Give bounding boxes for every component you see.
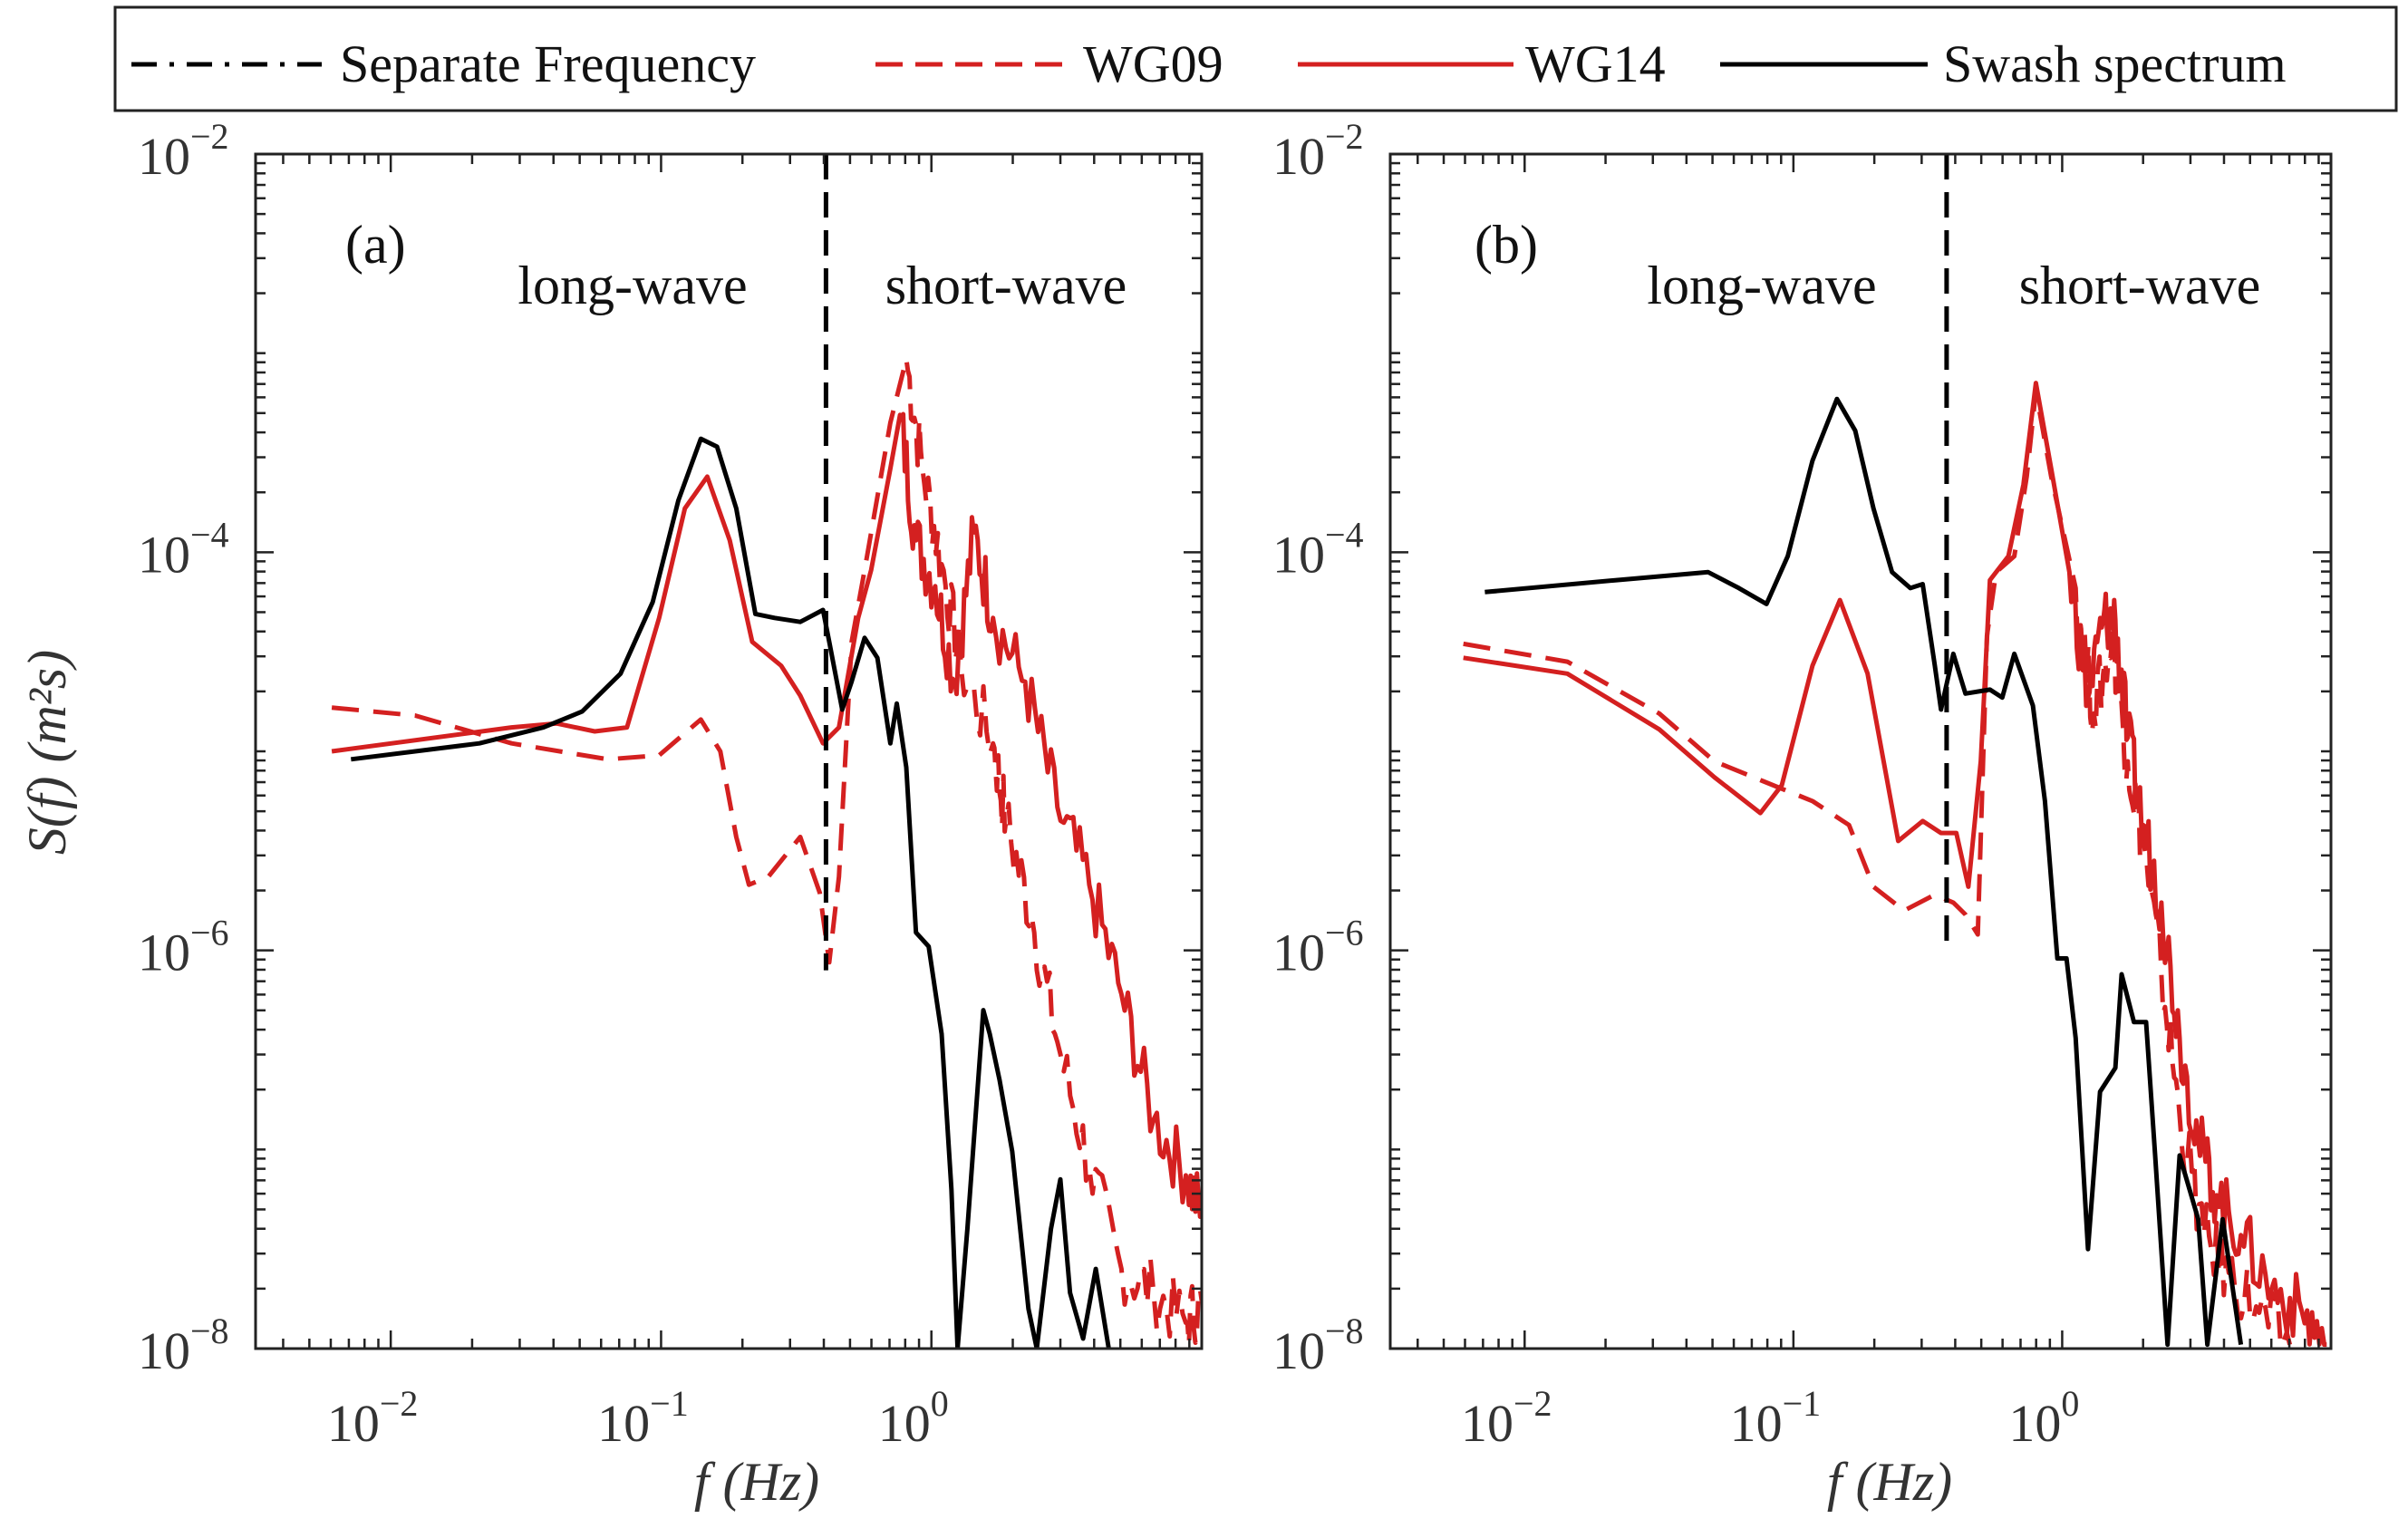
panel-a: 10−2 10−1 100 10−2 10−4 10−6 10−8 (a) long-wav… xyxy=(138,116,1204,1512)
series-wg09-line xyxy=(1463,388,2293,1349)
y-tick-label: 10−2 xyxy=(1272,116,1364,186)
y-axis-label: S(f) (m²s) xyxy=(17,650,77,855)
y-tick-label: 10−4 xyxy=(1272,514,1364,584)
panel-b-ticks xyxy=(1390,154,2333,1350)
legend-label-separate-frequency: Separate Frequency xyxy=(340,34,756,93)
panel-a-long-wave-label: long-wave xyxy=(517,256,747,315)
panel-a-series xyxy=(331,356,1202,1349)
legend: Separate Frequency WG09 WG14 Swash spect… xyxy=(113,5,2398,112)
panel-b: 10−2 10−1 100 10−2 10−4 10−6 10−8 (b) long-wav… xyxy=(1272,116,2333,1512)
x-tick-label: 100 xyxy=(2008,1383,2079,1453)
panel-a-ticks xyxy=(256,154,1204,1350)
y-tick-label: 10−8 xyxy=(138,1311,229,1380)
y-tick-label: 10−2 xyxy=(138,116,229,186)
panel-a-short-wave-label: short-wave xyxy=(885,256,1127,315)
legend-label-wg09: WG09 xyxy=(1083,34,1223,93)
x-tick-label: 10−2 xyxy=(1461,1383,1552,1453)
panel-a-x-axis-label: f (Hz) xyxy=(694,1452,819,1512)
series-wg09-line xyxy=(331,356,1202,1347)
panel-b-short-wave-label: short-wave xyxy=(2019,256,2261,315)
panel-b-series xyxy=(1463,381,2327,1349)
y-tick-label: 10−4 xyxy=(138,514,229,584)
series-swash-spectrum-line xyxy=(1484,396,2244,1348)
series-wg14-line xyxy=(331,411,1202,1219)
panel-b-plot-area: 10−2 10−1 100 10−2 10−4 10−6 10−8 xyxy=(1272,116,2333,1453)
x-tick-label: 10−1 xyxy=(597,1383,689,1453)
panel-b-x-axis-label: f (Hz) xyxy=(1827,1452,1952,1512)
y-tick-label: 10−6 xyxy=(138,913,229,982)
x-tick-label: 100 xyxy=(878,1383,949,1453)
y-tick-label: 10−6 xyxy=(1272,913,1364,982)
panel-b-label: (b) xyxy=(1475,215,1538,275)
legend-label-wg14: WG14 xyxy=(1525,34,1666,93)
legend-label-swash-spectrum: Swash spectrum xyxy=(1943,34,2287,93)
panel-a-plot-area: 10−2 10−1 100 10−2 10−4 10−6 10−8 xyxy=(138,116,1204,1453)
x-tick-label: 10−1 xyxy=(1730,1383,1822,1453)
panel-b-long-wave-label: long-wave xyxy=(1647,256,1876,315)
series-wg14-line xyxy=(1463,381,2327,1348)
y-tick-label: 10−8 xyxy=(1272,1311,1364,1380)
panel-a-label: (a) xyxy=(345,215,406,275)
legend-box xyxy=(113,5,2398,112)
x-tick-label: 10−2 xyxy=(327,1383,419,1453)
series-swash-spectrum-line xyxy=(350,436,1111,1349)
